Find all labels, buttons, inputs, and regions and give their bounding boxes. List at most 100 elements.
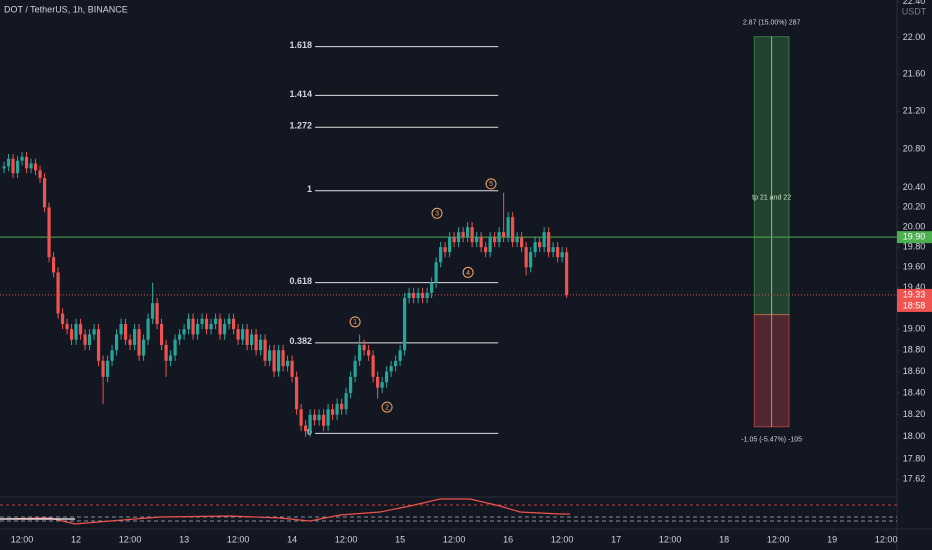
candle-body bbox=[200, 318, 204, 324]
candle-body bbox=[209, 323, 213, 330]
candle-body bbox=[529, 252, 533, 268]
candle-body bbox=[439, 247, 443, 263]
x-tick-label: 12:00 bbox=[443, 534, 466, 544]
candle-body bbox=[186, 318, 191, 330]
candle-body bbox=[78, 323, 83, 335]
candle-body bbox=[83, 334, 87, 345]
price-badge bbox=[897, 231, 932, 244]
indicator-pane bbox=[0, 498, 897, 525]
last-price-label: 19.33 bbox=[903, 289, 926, 299]
candle-body bbox=[430, 282, 434, 293]
candle-body bbox=[425, 292, 429, 299]
candle-body bbox=[150, 303, 155, 319]
candle-body bbox=[281, 350, 285, 367]
candle-body bbox=[182, 329, 186, 335]
candle-body bbox=[231, 318, 236, 330]
candle-body bbox=[159, 323, 164, 345]
candle-body bbox=[538, 242, 542, 248]
candle-body bbox=[65, 323, 69, 330]
candle-body bbox=[488, 237, 492, 253]
x-tick-label: 12 bbox=[71, 534, 81, 544]
candle-body bbox=[11, 158, 15, 174]
y-tick-label: 18.80 bbox=[903, 345, 926, 355]
candle-body bbox=[479, 237, 483, 248]
candle-body bbox=[177, 334, 182, 340]
x-tick-label: 16 bbox=[503, 534, 513, 544]
wave-marker bbox=[485, 178, 497, 190]
candle-body bbox=[204, 318, 209, 330]
candle-body bbox=[403, 298, 407, 351]
candle-body bbox=[371, 355, 375, 377]
candle-body bbox=[515, 237, 519, 243]
candle-body bbox=[524, 247, 528, 268]
candle-body bbox=[20, 156, 24, 161]
candle-body bbox=[484, 247, 488, 253]
candle-body bbox=[92, 329, 96, 335]
candle-body bbox=[56, 272, 60, 314]
wave-label: 3 bbox=[435, 211, 439, 218]
fib-label: 1 bbox=[307, 184, 312, 194]
candle-body bbox=[502, 232, 506, 238]
wave-marker bbox=[381, 401, 393, 413]
candle-body bbox=[304, 425, 308, 432]
y-tick-label: 18.60 bbox=[903, 366, 926, 376]
candle-body bbox=[457, 232, 461, 243]
candle-body bbox=[497, 232, 501, 243]
wave-label: 1 bbox=[353, 319, 357, 326]
candle-body bbox=[29, 163, 33, 169]
candle-body bbox=[380, 382, 384, 388]
candle-body bbox=[326, 409, 330, 426]
target-label: 2.87 (15.00%) 287 bbox=[743, 20, 801, 27]
x-tick-label: 12:00 bbox=[875, 534, 898, 544]
candle-body bbox=[263, 339, 267, 361]
y-tick-label: 20.00 bbox=[903, 222, 926, 232]
candle-body bbox=[47, 207, 51, 258]
candle-body bbox=[191, 318, 195, 335]
candle-body bbox=[452, 237, 456, 243]
candle-body bbox=[155, 303, 159, 324]
candle-body bbox=[227, 318, 231, 324]
candle-body bbox=[240, 329, 245, 340]
candle-body bbox=[213, 318, 218, 324]
candle-body bbox=[74, 323, 78, 340]
y-tick-label: 18.20 bbox=[903, 409, 926, 419]
candle-body bbox=[146, 318, 150, 340]
candle-body bbox=[367, 350, 371, 356]
candle-body bbox=[394, 360, 398, 367]
fib-label: 0.382 bbox=[290, 336, 313, 346]
y-tick-label: 18.40 bbox=[903, 387, 926, 397]
x-tick-label: 12:00 bbox=[659, 534, 682, 544]
candle-body bbox=[353, 360, 357, 377]
candle-body bbox=[412, 292, 416, 299]
stop-label: -1.05 (-5.47%) -105 bbox=[741, 437, 802, 444]
y-tick-label: 19.40 bbox=[903, 282, 926, 292]
candle-body bbox=[308, 414, 312, 432]
wave-label: 2 bbox=[385, 404, 389, 411]
x-tick-label: 13 bbox=[179, 534, 189, 544]
candle-body bbox=[322, 414, 326, 426]
candle-body bbox=[222, 323, 227, 335]
candle-body bbox=[123, 323, 128, 340]
wave-label: 4 bbox=[466, 270, 470, 277]
candle-body bbox=[236, 329, 240, 340]
candle-body bbox=[24, 156, 29, 169]
y-tick-label: 20.80 bbox=[903, 144, 926, 154]
candle-body bbox=[132, 329, 137, 345]
x-tick-label: 14 bbox=[287, 534, 297, 544]
y-tick-label: 20.40 bbox=[903, 182, 926, 192]
candle-body bbox=[493, 237, 497, 243]
y-tick-label: 21.20 bbox=[903, 106, 926, 116]
x-tick-label: 17 bbox=[611, 534, 621, 544]
x-tick-label: 12:00 bbox=[227, 534, 250, 544]
candle-body bbox=[475, 237, 479, 243]
position-note: tp 21 and 22 bbox=[752, 194, 791, 201]
candle-body bbox=[340, 403, 344, 410]
y-tick-label: 20.20 bbox=[903, 202, 926, 212]
candle-body bbox=[2, 166, 6, 169]
candle-body bbox=[533, 242, 537, 253]
candle-body bbox=[556, 247, 560, 258]
candle-body bbox=[376, 376, 380, 388]
candle-body bbox=[254, 334, 258, 351]
wave-marker bbox=[431, 207, 443, 219]
